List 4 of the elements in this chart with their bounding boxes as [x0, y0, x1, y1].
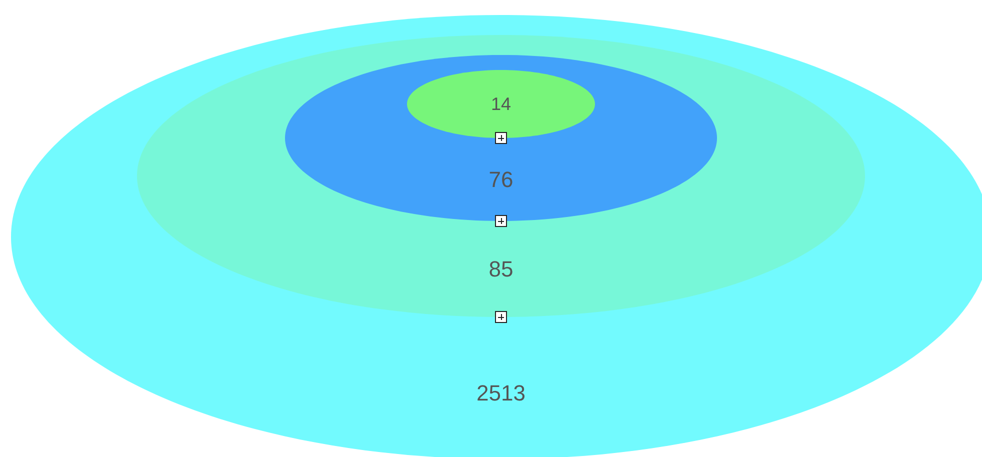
- data-label: 76: [488, 167, 514, 192]
- data-label: 14: [490, 94, 512, 114]
- data-label: 85: [488, 256, 514, 282]
- data-label: 2513: [476, 380, 526, 406]
